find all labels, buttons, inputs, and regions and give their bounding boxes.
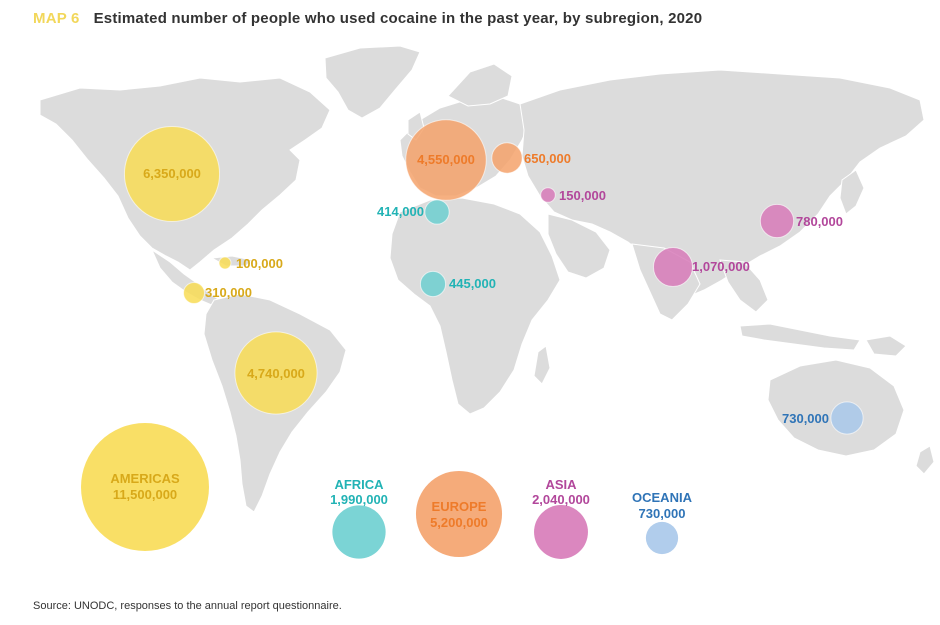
legend-total-americas: 11,500,000 [113,487,177,502]
legend-bubble-oceania [645,521,679,555]
legend-total-oceania: 730,000 [639,506,686,521]
legend-name-europe: EUROPE [432,499,487,514]
legend-total-asia: 2,040,000 [532,492,590,507]
legend-bubble-africa [332,505,386,559]
asia-shape [519,69,925,297]
legend-name-americas: AMERICAS [110,471,180,486]
bubble-asia [540,187,556,203]
bubble-label-europe: 4,550,000 [417,152,475,167]
indonesia-shape [739,323,861,351]
africa-shape [389,197,561,415]
bubble-label-asia: 780,000 [796,214,843,229]
map-title: Estimated number of people who used coca… [93,10,703,27]
bubble-africa [419,270,447,298]
legend-name-oceania: OCEANIA [632,490,693,505]
bubble-label-americas: 310,000 [205,285,252,300]
bubble-europe [405,119,487,201]
bubble-asia [759,203,795,239]
legend-total-africa: 1,990,000 [330,492,388,507]
bubble-africa [424,199,450,225]
se-asia-shape [719,259,769,313]
legend-name-asia: ASIA [545,477,577,492]
bubble-label-americas: 6,350,000 [143,166,201,181]
map-header: MAP 6 Estimated number of people who use… [33,10,702,27]
bubble-label-americas: 100,000 [236,256,283,271]
legend-bubble-americas [81,423,209,551]
legend-bubble-asia [534,505,588,559]
new-zealand-shape [915,445,935,475]
bubble-asia [652,246,694,288]
bubble-americas [234,331,318,415]
legend-name-africa: AFRICA [334,477,384,492]
bubble-americas [218,256,232,270]
bubble-europe [491,142,523,174]
bubble-label-africa: 445,000 [449,276,496,291]
legend-total-europe: 5,200,000 [430,515,488,530]
bubble-americas [123,125,221,223]
bubble-label-americas: 4,740,000 [247,366,305,381]
bubble-oceania [830,401,864,435]
arabia-shape [547,213,611,279]
bubble-label-africa: 414,000 [377,204,424,219]
bubble-label-europe: 650,000 [524,151,571,166]
bubble-label-asia: 1,070,000 [692,259,750,274]
bubble-layer: 6,350,000 4,740,000 100,000 310,000 4,550,00… [123,119,864,435]
bubble-label-asia: 150,000 [559,188,606,203]
madagascar-shape [533,345,551,385]
legend-bubble-europe [415,470,503,558]
greenland-shape [324,45,421,119]
map-number: MAP 6 [33,10,80,27]
source-note: Source: UNODC, responses to the annual r… [33,600,342,612]
scandinavia-shape [447,63,513,107]
bubble-label-oceania: 730,000 [782,411,829,426]
bubble-americas [182,281,206,305]
japan-shape [839,169,865,215]
png-shape [865,335,907,357]
